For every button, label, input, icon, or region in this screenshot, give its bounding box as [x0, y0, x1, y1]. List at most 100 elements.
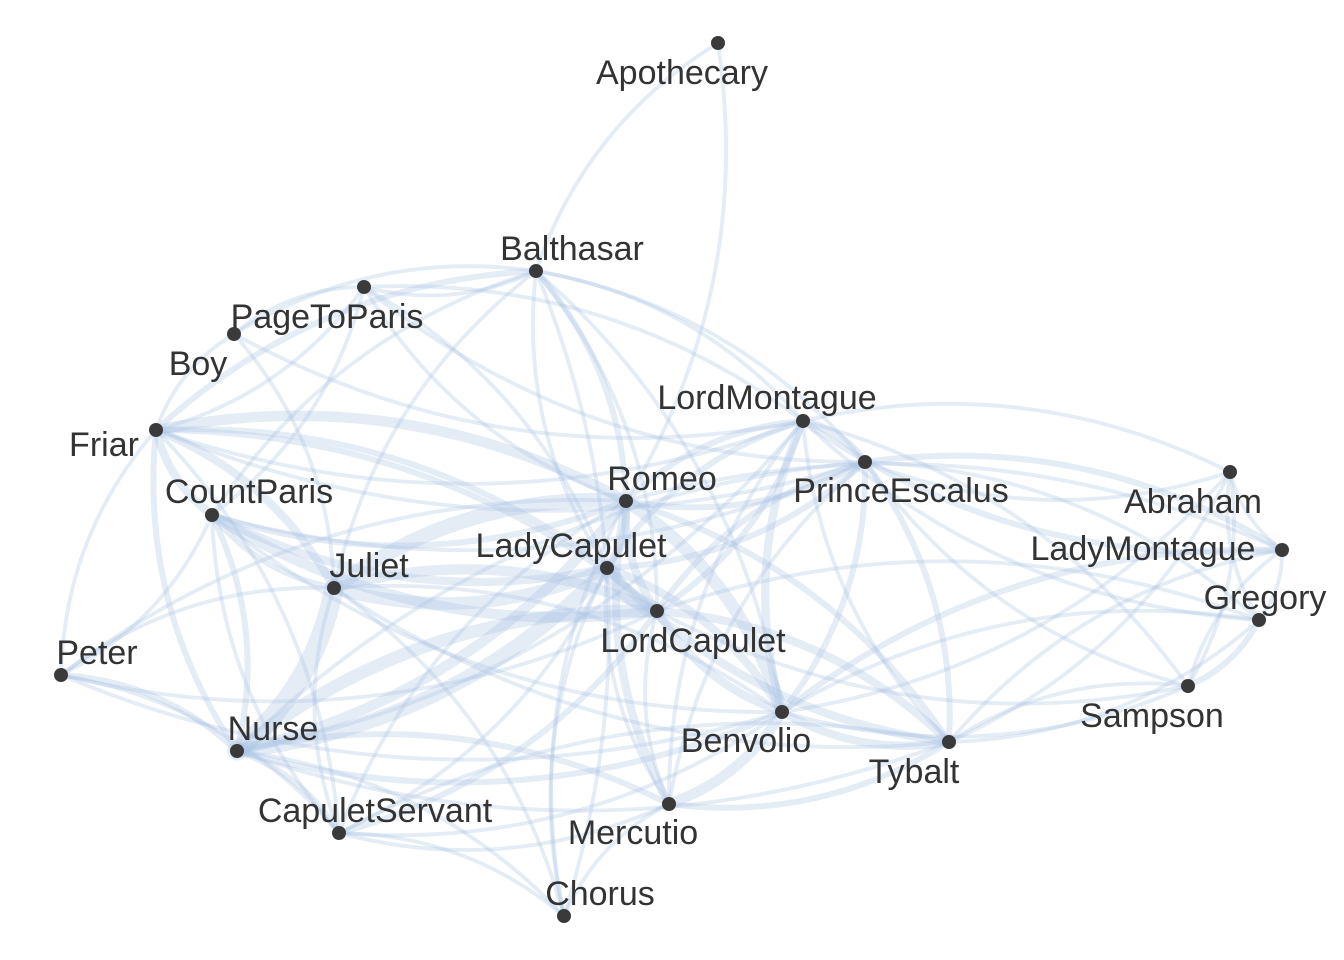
edge-lord-capulet-peter — [59, 609, 659, 704]
node-lady-capulet — [600, 561, 614, 575]
edge-peter-benvolio — [59, 673, 784, 762]
edge-lord-montague-balthasar — [534, 269, 805, 423]
edge-romeo-lord-capulet — [621, 496, 662, 616]
edge-nurse-chorus — [235, 749, 566, 918]
edge-prince-escalus-mercutio — [667, 460, 867, 806]
edge-balthasar-chorus — [534, 269, 611, 918]
node-abraham — [1223, 465, 1237, 479]
edge-friar-boy — [154, 332, 236, 432]
edge-count-paris-peter — [59, 513, 214, 677]
edge-benvolio-abraham — [780, 470, 1232, 714]
edge-nurse-benvolio — [234, 709, 785, 786]
edge-romeo-tybalt — [623, 498, 952, 745]
edge-lord-capulet-lord-montague — [654, 418, 806, 614]
edge-lord-montague-sampson — [801, 419, 1190, 688]
edge-lord-capulet-count-paris — [206, 509, 663, 623]
edge-tybalt-mercutio — [666, 739, 952, 811]
node-lord-capulet — [650, 604, 664, 618]
node-label-peter: Peter — [56, 634, 137, 672]
edge-gregory-sampson — [1185, 617, 1262, 689]
edge-romeo-capulet-servant — [337, 499, 628, 835]
edge-prince-escalus-abraham — [863, 460, 1232, 502]
node-lady-montague — [1275, 543, 1289, 557]
edge-boy-juliet — [232, 332, 336, 590]
edge-lord-montague-boy — [232, 332, 805, 440]
node-juliet — [327, 581, 341, 595]
edge-juliet-lady-capulet — [327, 561, 614, 610]
node-count-paris — [205, 508, 219, 522]
edge-lady-capulet-friar — [153, 426, 610, 571]
edge-romeo-chorus — [549, 499, 628, 918]
node-label-mercutio: Mercutio — [568, 814, 698, 852]
node-mercutio — [662, 797, 676, 811]
node-label-boy: Boy — [169, 345, 228, 383]
edge-tybalt-prince-escalus — [862, 459, 953, 745]
edge-abraham-gregory — [1225, 470, 1261, 622]
edge-friar-count-paris — [151, 425, 217, 520]
edge-lady-capulet-benvolio — [602, 563, 787, 717]
edge-tybalt-sampson — [947, 681, 1190, 744]
edge-lady-capulet-tybalt — [602, 563, 954, 747]
edge-prince-escalus-balthasar — [534, 269, 867, 464]
edge-juliet-benvolio — [332, 583, 784, 714]
edge-benvolio-balthasar — [534, 269, 784, 714]
edge-lord-montague-page-to-paris — [362, 284, 805, 423]
node-label-nurse: Nurse — [228, 710, 319, 748]
edge-lord-capulet-friar — [153, 427, 660, 614]
edge-mercutio-lord-montague — [667, 419, 805, 806]
node-label-gregory: Gregory — [1204, 579, 1327, 617]
edge-tybalt-lord-montague — [801, 419, 951, 744]
edge-lord-capulet-mercutio — [643, 609, 671, 806]
edge-capulet-servant-tybalt — [337, 721, 951, 835]
node-prince-escalus — [858, 455, 872, 469]
node-label-capulet-servant: CapuletServant — [258, 792, 493, 830]
edge-layer — [58, 41, 1285, 918]
node-label-abraham: Abraham — [1124, 483, 1262, 521]
edge-lord-capulet-prince-escalus — [654, 459, 868, 614]
node-label-page-to-paris: PageToParis — [231, 298, 424, 336]
edge-benvolio-lord-montague — [761, 416, 808, 717]
edge-nurse-lord-capulet — [230, 604, 664, 758]
edge-romeo-balthasar — [533, 268, 629, 504]
edge-benvolio-sampson — [780, 684, 1190, 739]
edge-juliet-lord-capulet — [328, 564, 663, 617]
edge-romeo-lord-montague — [623, 418, 806, 504]
edge-lady-capulet-capulet-servant — [337, 566, 609, 835]
edge-capulet-servant-peter — [59, 673, 341, 835]
node-label-juliet: Juliet — [329, 547, 409, 585]
node-romeo — [619, 494, 633, 508]
edge-lady-capulet-lord-montague — [604, 418, 806, 571]
edge-lady-capulet-count-paris — [207, 510, 612, 587]
edge-prince-escalus-page-to-paris — [362, 285, 867, 464]
node-label-lady-montague: LadyMontague — [1031, 530, 1256, 568]
edge-capulet-servant-chorus — [337, 831, 566, 918]
node-friar — [149, 423, 163, 437]
edge-nurse-capulet-servant — [234, 748, 342, 836]
edge-sampson-lady-montague — [1186, 548, 1284, 688]
node-chorus — [557, 909, 571, 923]
edge-romeo-prince-escalus — [623, 459, 868, 511]
edge-balthasar-boy — [232, 264, 538, 336]
node-lord-montague — [796, 414, 810, 428]
edge-juliet-balthasar — [332, 269, 538, 590]
edge-lord-capulet-sampson — [655, 609, 1190, 706]
edge-lady-capulet-mercutio — [603, 566, 671, 806]
edge-chorus-juliet — [332, 586, 566, 918]
edge-romeo-juliet — [326, 492, 634, 596]
node-label-lord-capulet: LordCapulet — [600, 622, 786, 660]
edge-juliet-capulet-servant — [312, 586, 341, 835]
edge-prince-escalus-gregory — [863, 460, 1261, 622]
edge-count-paris-balthasar — [210, 269, 538, 517]
edge-tybalt-lady-montague — [947, 548, 1284, 744]
edge-apothecary-romeo — [624, 41, 728, 503]
edge-count-paris-benvolio — [210, 513, 784, 714]
node-layer — [54, 36, 1289, 923]
edge-nurse-lady-capulet — [229, 560, 615, 759]
edge-tybalt-abraham — [947, 470, 1232, 744]
edge-abraham-sampson — [1186, 470, 1236, 688]
node-tybalt — [942, 735, 956, 749]
edge-benvolio-gregory — [780, 608, 1261, 714]
node-label-lady-capulet: LadyCapulet — [476, 527, 667, 565]
edge-benvolio-lady-montague — [779, 546, 1285, 715]
edge-nurse-friar — [150, 427, 240, 754]
